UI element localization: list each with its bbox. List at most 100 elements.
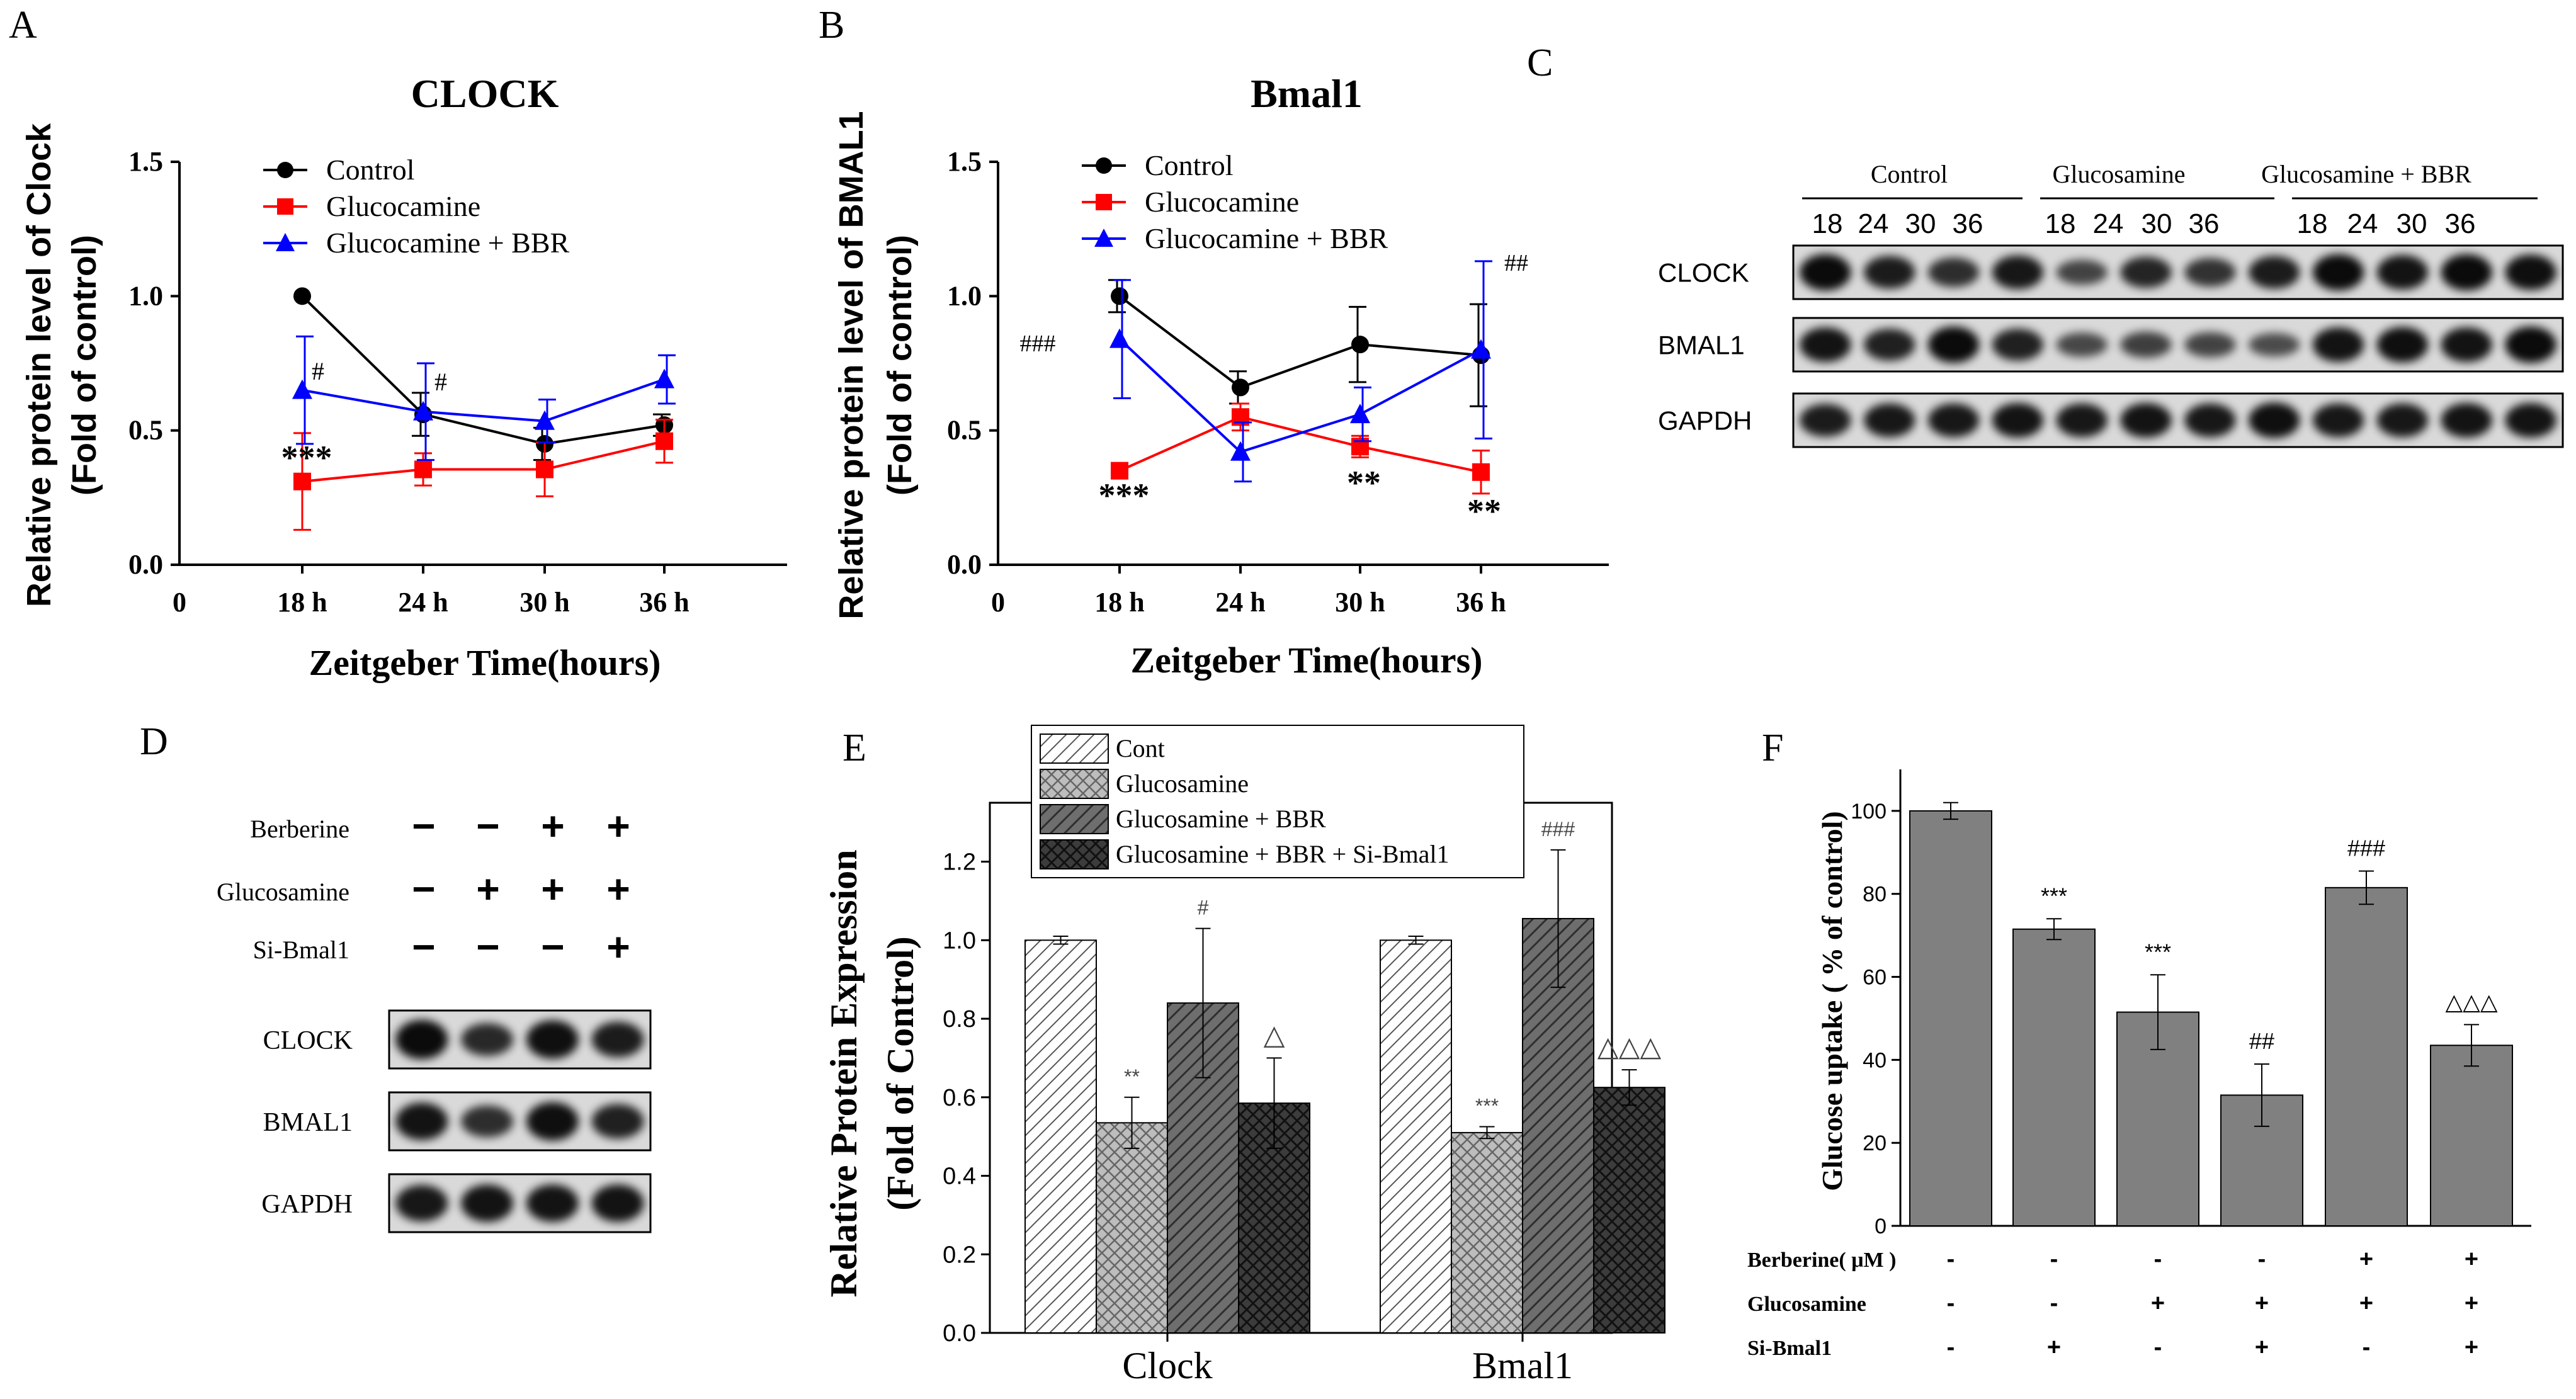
- blot-band: [2056, 332, 2108, 357]
- blot-band: [1864, 256, 1915, 289]
- panel-c-western-blot: Control Glucosamine Glucosamine + BBR 18…: [1658, 160, 2564, 448]
- blot-c-time-label: 24: [2347, 208, 2378, 239]
- treatment-sign: -: [2363, 1334, 2371, 1361]
- treatment-sign: -: [1947, 1290, 1955, 1317]
- y-axis-label: (Fold of control): [65, 235, 103, 496]
- blot-band: [1927, 326, 1980, 363]
- blot-band: [395, 1184, 448, 1222]
- y-axis-label: Glucose uptake ( % of control): [1816, 811, 1848, 1191]
- y-tick-label: 1.2: [943, 849, 976, 876]
- y-axis-label: (Fold of Control): [880, 936, 921, 1211]
- blot-band: [1927, 403, 1980, 438]
- blot-c-row-label: BMAL1: [1658, 331, 1745, 360]
- blot-c-time-label: 24: [2093, 208, 2124, 239]
- significance-annotation: **: [1467, 492, 1501, 530]
- blot-c-time-label: 30: [1905, 208, 1936, 239]
- blot-band: [526, 1020, 579, 1059]
- bar: [2430, 1045, 2513, 1226]
- blot-c-time-label: 18: [2297, 208, 2328, 239]
- blot-band: [2376, 327, 2429, 363]
- legend-box: [1031, 725, 1524, 878]
- data-point: [413, 400, 433, 421]
- blot-c-time-label: 24: [1858, 208, 1889, 239]
- x-origin-label: 0: [991, 587, 1005, 618]
- bar: [1451, 1131, 1523, 1334]
- series-line: [302, 378, 665, 422]
- legend-swatch: [1040, 769, 1109, 799]
- y-tick-label: 1.5: [128, 146, 163, 177]
- x-tick-label: 30 h: [1335, 587, 1385, 618]
- blot-c-strip: [1792, 392, 2564, 448]
- blot-d-sign: +: [606, 866, 630, 912]
- bar: [1167, 1002, 1239, 1334]
- treatment-row-label: Glucosamine: [1747, 1293, 1866, 1316]
- y-tick-label: 1.0: [943, 927, 976, 954]
- data-point: [1230, 441, 1251, 461]
- x-axis-label: Zeitgeber Time(hours): [1130, 640, 1482, 681]
- x-origin-label: 0: [173, 587, 186, 618]
- treatment-sign: -: [2258, 1246, 2266, 1272]
- data-point: [277, 162, 293, 178]
- blot-c-strip: [1792, 244, 2564, 300]
- y-axis-label: Relative Protein Expression: [823, 849, 865, 1297]
- blot-d-sign: +: [541, 866, 564, 912]
- data-point: [1471, 339, 1491, 359]
- bar: [1096, 1122, 1168, 1334]
- series-line: [1118, 295, 1482, 389]
- significance-annotation: #: [1198, 897, 1209, 919]
- treatment-sign: +: [2465, 1290, 2478, 1317]
- data-point: [654, 368, 674, 388]
- blot-band: [2056, 403, 2108, 438]
- series-line: [1118, 338, 1482, 454]
- bar: [1909, 810, 1992, 1226]
- treatment-sign: -: [2050, 1290, 2058, 1317]
- x-tick-label: 36 h: [1456, 587, 1506, 618]
- blot-band: [461, 1022, 514, 1056]
- legend-label: Glucosamine + BBR: [1116, 805, 1326, 833]
- blot-d-sign: −: [476, 924, 499, 970]
- blot-band: [2312, 254, 2364, 291]
- treatment-sign: -: [2154, 1334, 2162, 1361]
- blot-c-time-label: 36: [1953, 208, 1983, 239]
- treatment-sign: -: [1947, 1334, 1955, 1361]
- blot-c-time-label: 36: [2189, 208, 2220, 239]
- blot-band: [1800, 327, 1851, 363]
- y-tick-label: 0.5: [128, 415, 163, 446]
- treatment-row-label: Si-Bmal1: [1747, 1337, 1832, 1360]
- blot-d-sign: +: [606, 924, 630, 970]
- significance-annotation: ##: [1504, 250, 1528, 276]
- data-point: [276, 233, 295, 251]
- blot-c-time-label: 30: [2397, 208, 2427, 239]
- bar: [1522, 917, 1594, 1334]
- treatment-sign: -: [2050, 1246, 2058, 1272]
- y-axis-label: Relative protein level of Clock: [20, 123, 58, 607]
- y-tick-label: 0.2: [943, 1242, 976, 1268]
- legend-label: Glucosamine: [1116, 769, 1249, 798]
- significance-annotation: ##: [2249, 1028, 2274, 1054]
- blot-band: [2505, 402, 2556, 438]
- legend-label: Control: [326, 154, 415, 186]
- blot-band: [2441, 402, 2492, 438]
- panel-label-e: E: [843, 727, 866, 769]
- data-point: [1472, 463, 1490, 481]
- bar: [1380, 939, 1452, 1334]
- data-point: [1350, 404, 1370, 424]
- blot-band: [1992, 255, 2044, 290]
- blot-band: [395, 1019, 448, 1060]
- y-tick-label: 80: [1863, 883, 1887, 907]
- significance-annotation: △△△: [2445, 988, 2497, 1014]
- x-tick-label: 24 h: [398, 587, 448, 618]
- blot-d-sign: −: [476, 803, 499, 849]
- legend-swatch: [1040, 839, 1109, 869]
- legend-label: Control: [1145, 149, 1234, 181]
- significance-annotation: ***: [1099, 477, 1150, 514]
- blot-band: [1927, 258, 1980, 287]
- data-point: [292, 379, 312, 399]
- treatment-sign: -: [2154, 1246, 2162, 1272]
- blot-band: [591, 1021, 644, 1058]
- x-tick-label: Clock: [1122, 1345, 1212, 1386]
- blot-band: [1992, 329, 2044, 361]
- blot-band: [2249, 332, 2300, 357]
- y-tick-label: 0.4: [943, 1164, 976, 1190]
- treatment-sign: -: [1947, 1246, 1955, 1272]
